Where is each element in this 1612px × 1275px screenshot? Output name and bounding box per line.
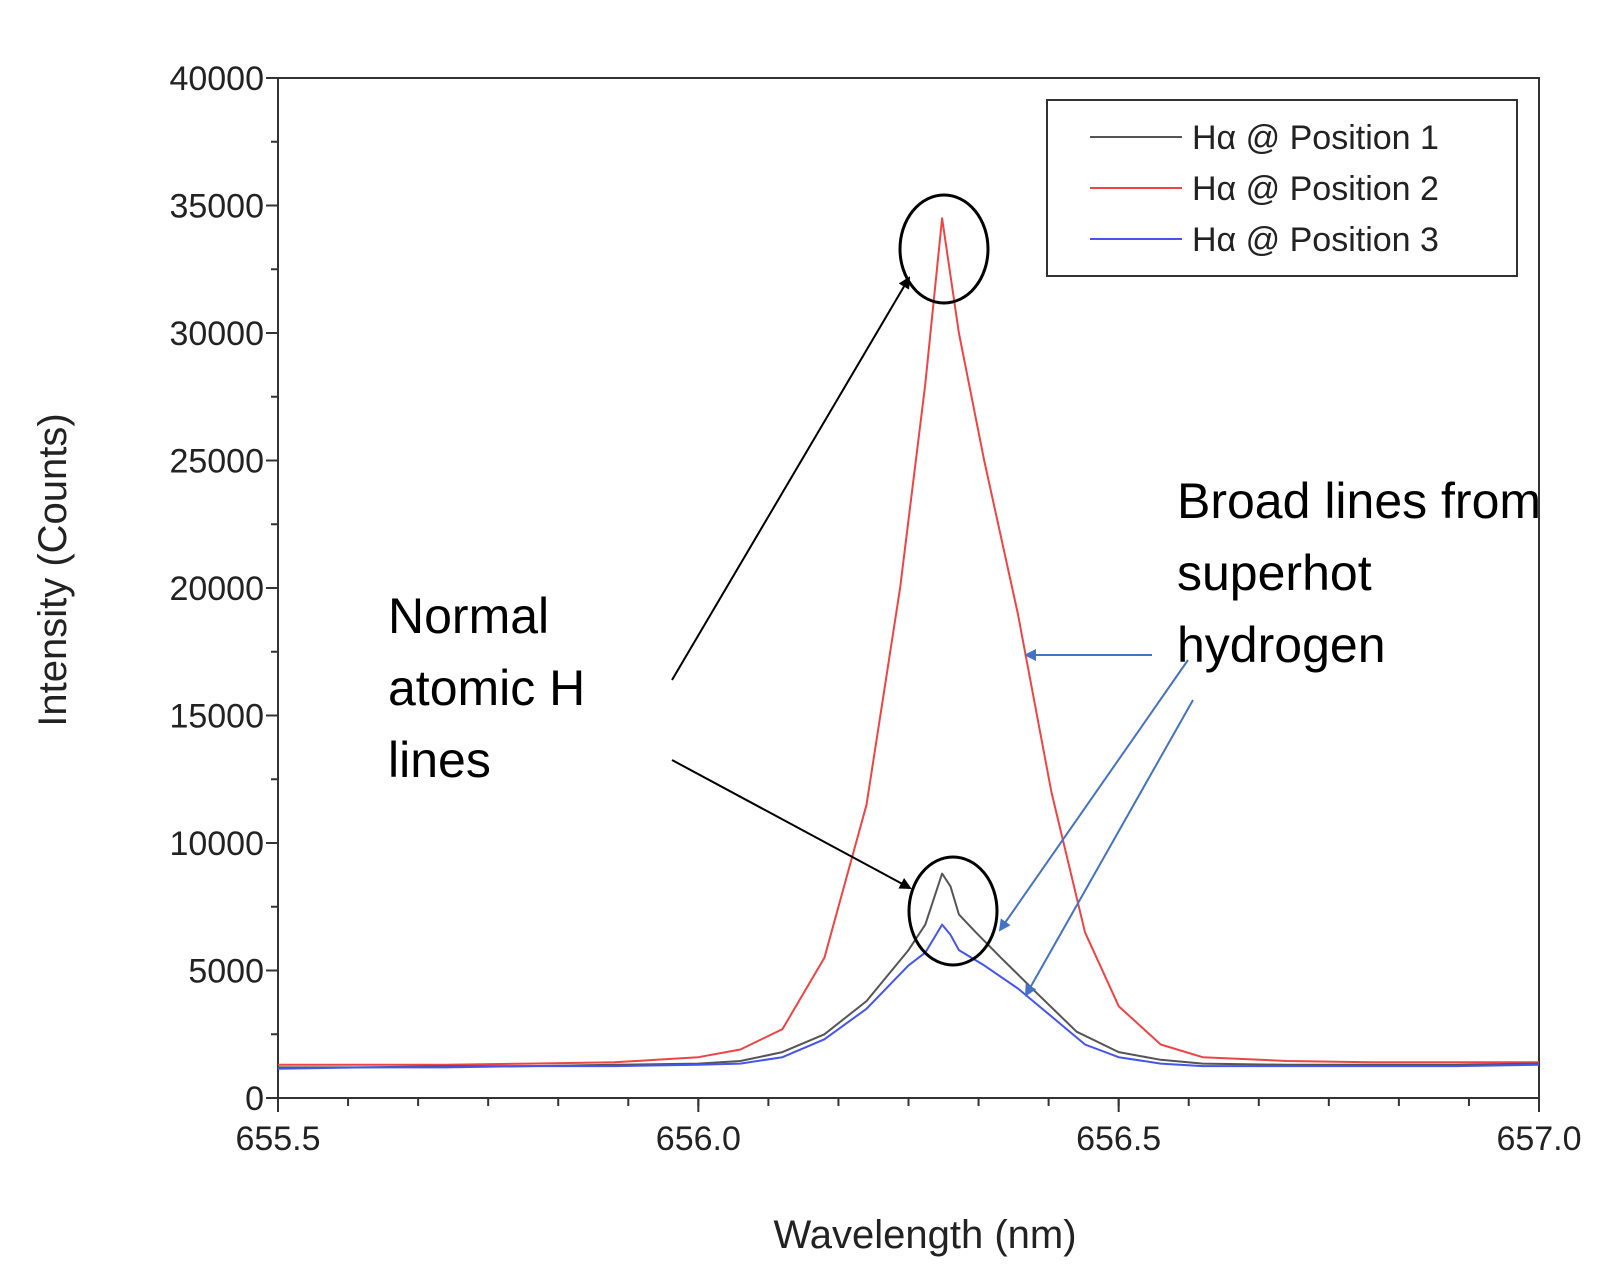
annotation-arrow-lower [671,759,912,889]
y-tick-label: 25000 [169,443,264,481]
legend: Hα @ Position 1 Hα @ Position 2 Hα @ Pos… [1046,99,1518,277]
annotation-normal-line-2: atomic H [388,660,585,716]
peak-circle-upper [898,193,990,305]
y-axis: 0 5000 10000 15000 20000 25000 30000 35000 40000 [169,60,278,1118]
annotation-broad-lines: Broad lines from superhot hydrogen [998,473,1541,997]
y-tick-label: 15000 [169,698,264,736]
x-tick-label: 655.5 [235,1120,320,1158]
y-tick-label: 10000 [169,825,264,863]
peak-circle-lower [907,855,999,967]
y-axis-title: Intensity (Counts) [31,413,75,726]
legend-label-series-1: Hα @ Position 1 [1192,119,1439,157]
annotation-normal-lines: Normal atomic H lines [388,193,999,967]
legend-label-series-2: Hα @ Position 2 [1192,170,1439,208]
x-tick-label: 656.0 [656,1120,741,1158]
y-tick-label: 20000 [169,570,264,608]
y-tick-label: 30000 [169,315,264,353]
annotation-broad-line-2: superhot [1177,545,1372,601]
annotation-broad-line-1: Broad lines from [1177,473,1541,529]
y-tick-label: 5000 [188,953,264,991]
broad-arrow-black [998,659,1189,932]
series-line-3 [277,923,1540,1070]
x-axis: 655.5 656.0 656.5 657.0 [235,1098,1582,1158]
y-tick-label: 0 [245,1080,264,1118]
annotation-arrow-upper [671,276,911,681]
x-axis-title: Wavelength (nm) [773,1213,1076,1257]
x-tick-label: 656.5 [1076,1120,1161,1158]
annotation-normal-line-1: Normal [388,588,549,644]
annotation-normal-line-3: lines [388,732,491,788]
annotation-broad-line-3: hydrogen [1177,617,1386,673]
broad-arrow-blue [1025,699,1194,997]
legend-label-series-3: Hα @ Position 3 [1192,221,1439,259]
x-tick-label: 657.0 [1496,1120,1581,1158]
y-tick-label: 35000 [169,188,264,226]
series-line-1 [278,872,1540,1069]
y-tick-label: 40000 [169,60,264,98]
